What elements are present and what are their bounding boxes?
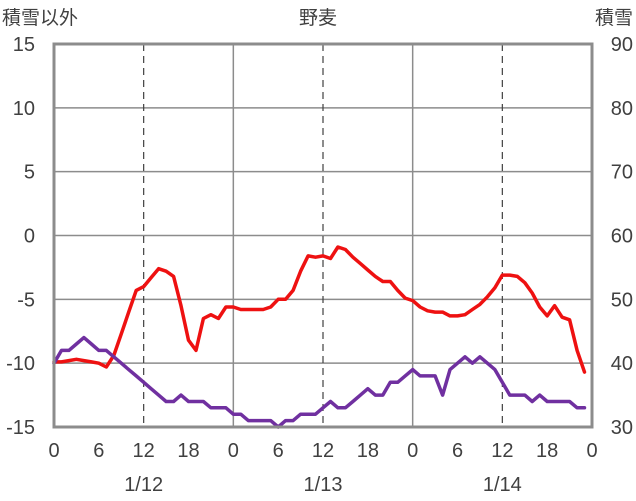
y-right-tick-label: 60 xyxy=(611,226,633,248)
series-layer xyxy=(52,245,587,429)
x-tick-label: 0 xyxy=(228,440,239,462)
chart-title: 野麦 xyxy=(299,7,337,29)
x-tick-label: 0 xyxy=(407,440,418,462)
x-tick-label: 18 xyxy=(357,440,379,462)
left-axis-title: 積雪以外 xyxy=(2,7,78,29)
x-tick-label: 12 xyxy=(491,440,513,462)
y-left-tick-label: -15 xyxy=(6,417,35,439)
series-line-1 xyxy=(52,245,587,374)
x-tick-label: 6 xyxy=(452,440,463,462)
y-right-tick-label: 90 xyxy=(611,34,633,56)
x-tick-label: 12 xyxy=(133,440,155,462)
y-right-tick-label: 70 xyxy=(611,162,633,184)
x-tick-label: 18 xyxy=(536,440,558,462)
y-left-tick-label: 10 xyxy=(13,98,35,120)
y-left-tick-label: -10 xyxy=(6,353,35,375)
series-line-2 xyxy=(52,335,587,429)
y-left-tick-label: 0 xyxy=(24,226,35,248)
x-tick-label: 0 xyxy=(48,440,59,462)
y-right-tick-label: 30 xyxy=(611,417,633,439)
y-left-tick-label: 15 xyxy=(13,34,35,56)
x-tick-label: 0 xyxy=(586,440,597,462)
y-right-tick-label: 80 xyxy=(611,98,633,120)
x-tick-label: 6 xyxy=(273,440,284,462)
day-label: 1/14 xyxy=(483,474,522,496)
x-tick-label: 6 xyxy=(93,440,104,462)
day-label: 1/12 xyxy=(124,474,163,496)
y-left-tick-label: 5 xyxy=(24,162,35,184)
plot-frame xyxy=(52,42,594,429)
y-right-tick-label: 40 xyxy=(611,353,633,375)
x-tick-label: 12 xyxy=(312,440,334,462)
x-tick-label: 18 xyxy=(177,440,199,462)
grid-lines xyxy=(54,44,592,427)
y-right-tick-label: 50 xyxy=(611,289,633,311)
day-label: 1/13 xyxy=(304,474,343,496)
right-axis-title: 積雪 xyxy=(595,7,633,29)
y-left-tick-label: -5 xyxy=(17,289,35,311)
